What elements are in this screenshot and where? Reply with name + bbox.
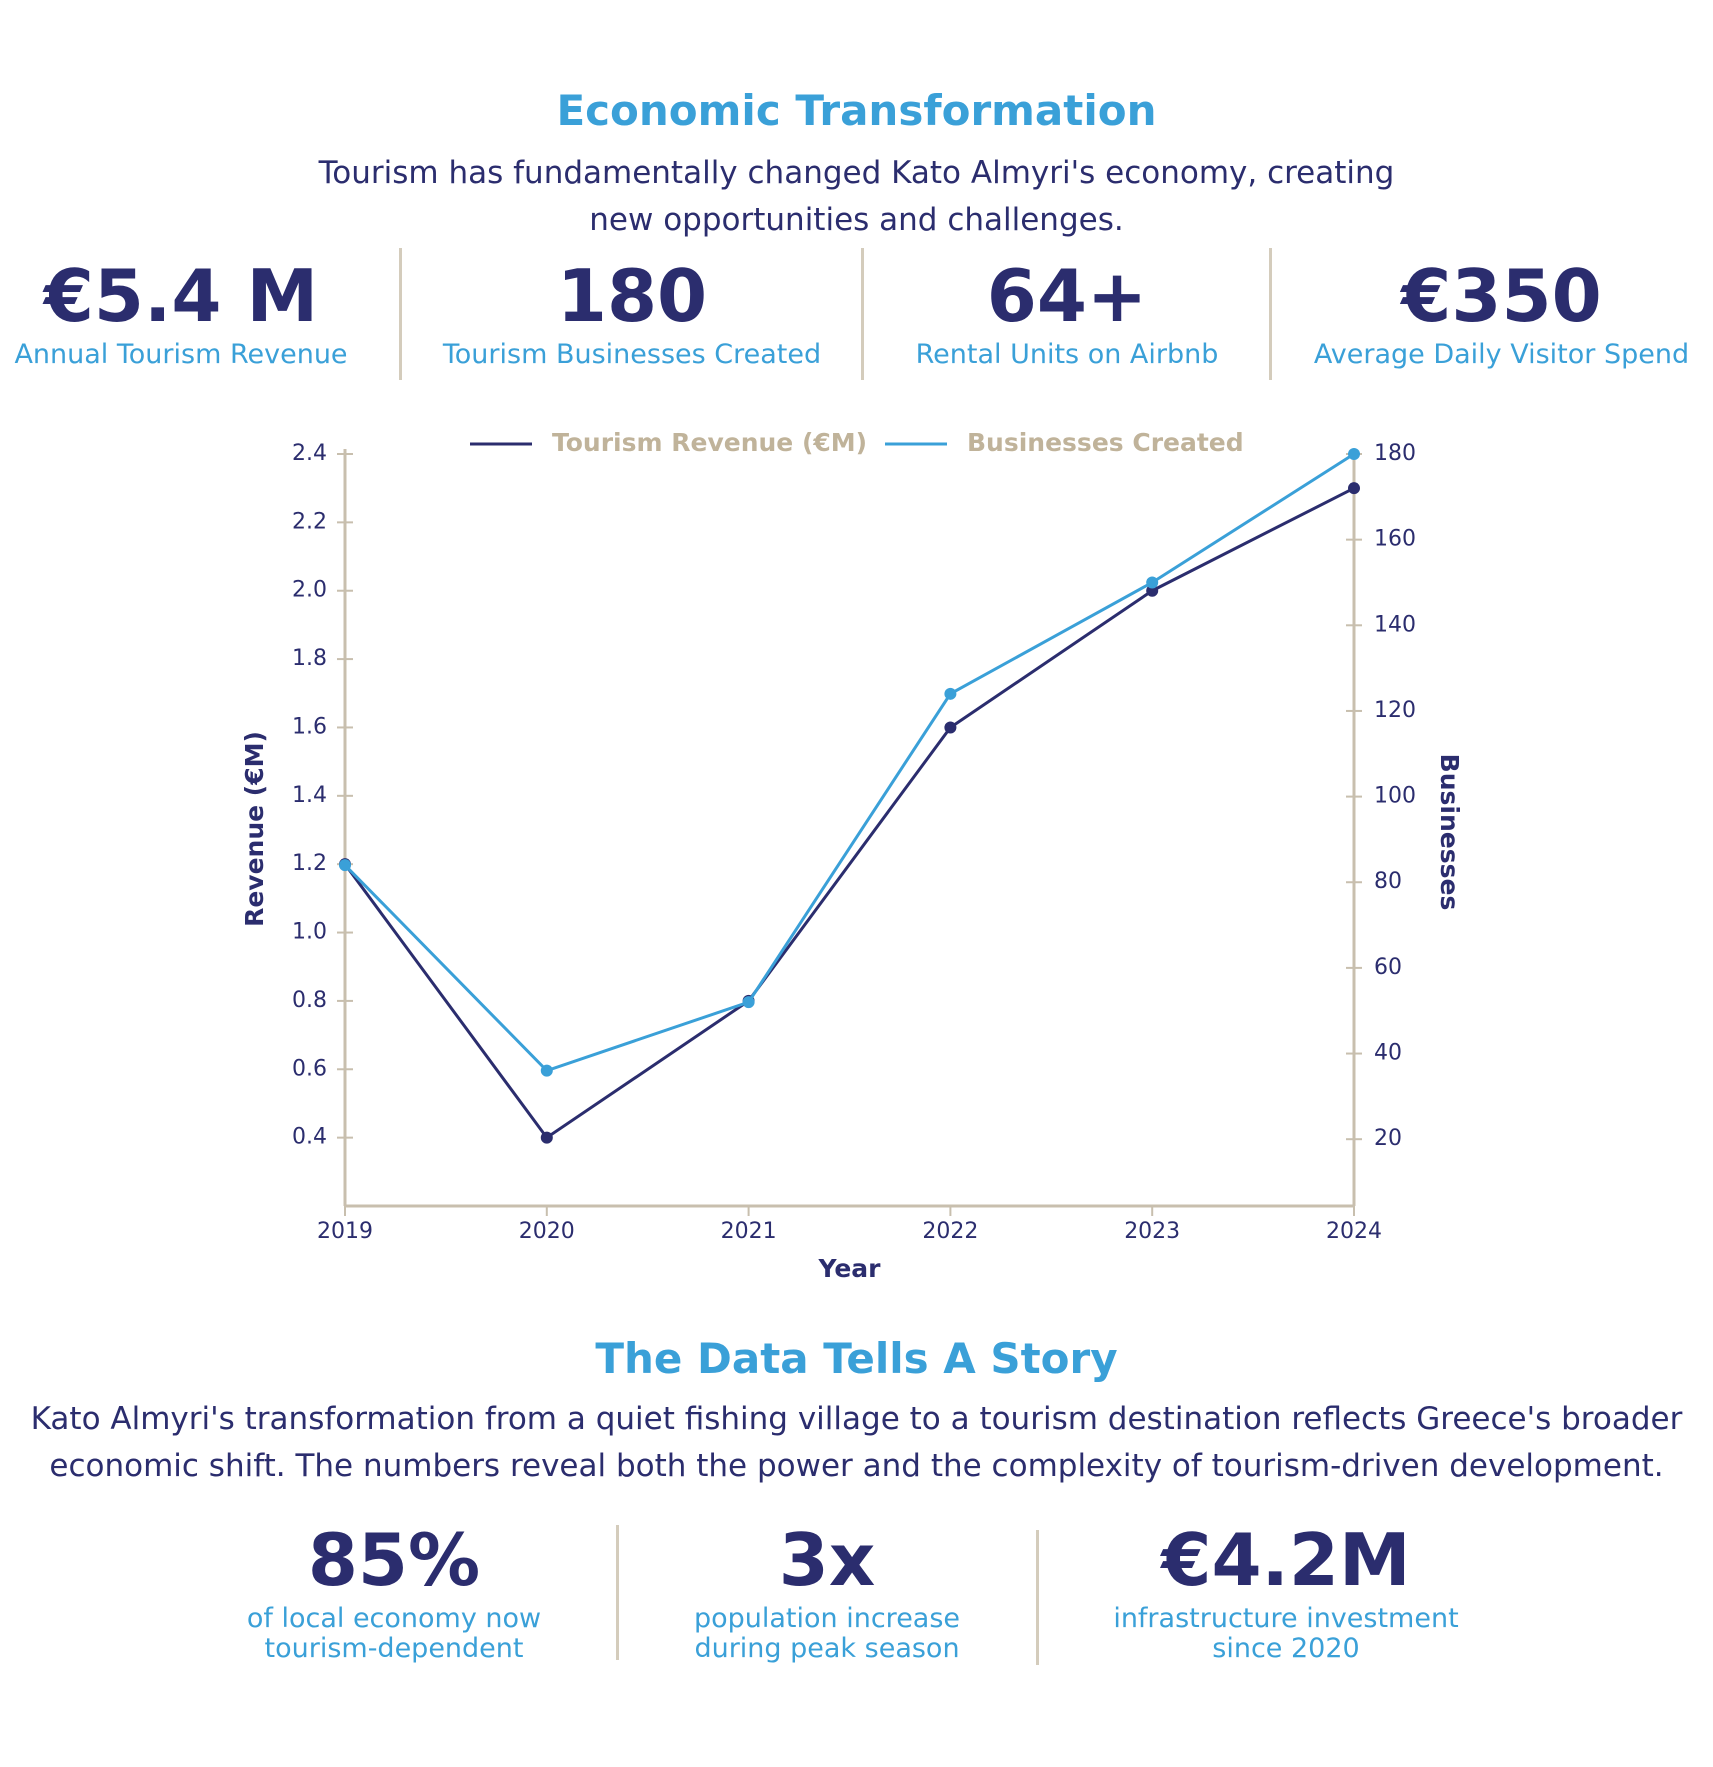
- stat-value: 180: [556, 254, 708, 338]
- stat-value: 85%: [307, 1518, 481, 1602]
- divider: [399, 248, 402, 380]
- legend-label: Tourism Revenue (€M): [552, 428, 867, 457]
- y2-tick-label: 60: [1374, 955, 1402, 980]
- x-tick-label: 2022: [922, 1219, 978, 1244]
- y-tick-label: 1.0: [292, 920, 327, 945]
- data-point: [1348, 482, 1360, 495]
- divider: [1036, 1530, 1039, 1665]
- y2-tick-label: 140: [1374, 612, 1416, 637]
- data-point: [944, 721, 957, 734]
- stat-label: population increase during peak season: [693, 1603, 961, 1664]
- divider: [1269, 248, 1272, 380]
- data-point: [944, 687, 957, 700]
- stat-value: €350: [1401, 254, 1602, 338]
- stat-value: €5.4 M: [43, 254, 319, 338]
- x-tick-label: 2023: [1124, 1219, 1180, 1244]
- y-tick-label: 0.4: [292, 1125, 327, 1150]
- data-point: [339, 859, 351, 872]
- chart: 0.4 0.6 0.8 1.0 1.2 1.4 1.6 1.8 2.0 2.2 2.4 20 40 60 8…: [240, 428, 1464, 1283]
- stat-value: €4.2M: [1161, 1518, 1411, 1602]
- stat-value: 64+: [986, 254, 1148, 338]
- story-text: Kato Almyri's transformation from a quie…: [30, 1401, 1683, 1484]
- data-point: [742, 996, 755, 1009]
- y2-tick-label: 20: [1374, 1126, 1402, 1151]
- x-axis-title: Year: [818, 1254, 882, 1283]
- data-point: [540, 1064, 553, 1077]
- y-tick-label: 1.6: [292, 714, 327, 739]
- y-tick-label: 1.4: [292, 783, 327, 808]
- section-title: The Data Tells A Story: [595, 1334, 1118, 1383]
- y-tick-label: 2.2: [292, 509, 327, 534]
- series-line: [343, 486, 1355, 1140]
- stat-label: Tourism Businesses Created: [442, 339, 822, 370]
- divider: [616, 1525, 619, 1660]
- stat-label: Rental Units on Airbnb: [915, 339, 1219, 370]
- x-tick-label: 2021: [721, 1219, 777, 1244]
- y2-tick-label: 40: [1374, 1041, 1402, 1066]
- y2-tick-label: 80: [1374, 869, 1402, 894]
- stat-label: of local economy now tourism-dependent: [246, 1603, 542, 1664]
- stat-label: infrastructure investment since 2020: [1113, 1603, 1459, 1664]
- data-point: [1146, 576, 1159, 589]
- stat-value: 3x: [778, 1518, 876, 1602]
- page-title: Economic Transformation: [556, 86, 1157, 135]
- y2-tick-label: 160: [1374, 527, 1416, 552]
- divider: [861, 248, 864, 380]
- x-tick-label: 2020: [519, 1219, 575, 1244]
- y-tick-label: 0.6: [292, 1056, 327, 1081]
- y-tick-label: 1.8: [292, 646, 327, 671]
- data-point: [540, 1131, 553, 1144]
- y-tick-label: 2.4: [292, 441, 327, 466]
- legend-label: Businesses Created: [967, 428, 1244, 457]
- y2-tick-label: 120: [1374, 698, 1416, 723]
- data-point: [1146, 584, 1159, 597]
- stat-label: Annual Tourism Revenue: [14, 339, 348, 370]
- y2-tick-label: 100: [1374, 784, 1416, 809]
- y-tick-label: 2.0: [292, 578, 327, 603]
- x-tick-label: 2019: [317, 1219, 373, 1244]
- y2-tick-label: 180: [1374, 441, 1416, 466]
- y2-axis-title: Businesses: [1435, 754, 1464, 911]
- stat-label: Average Daily Visitor Spend: [1313, 339, 1690, 370]
- y-tick-label: 1.2: [292, 851, 327, 876]
- series-line: [343, 452, 1355, 1073]
- y-axis-title: Revenue (€M): [240, 731, 269, 927]
- x-tick-label: 2024: [1326, 1219, 1382, 1244]
- data-point: [1348, 448, 1360, 460]
- y-tick-label: 0.8: [292, 988, 327, 1013]
- subtitle: Tourism has fundamentally changed Kato A…: [318, 155, 1395, 238]
